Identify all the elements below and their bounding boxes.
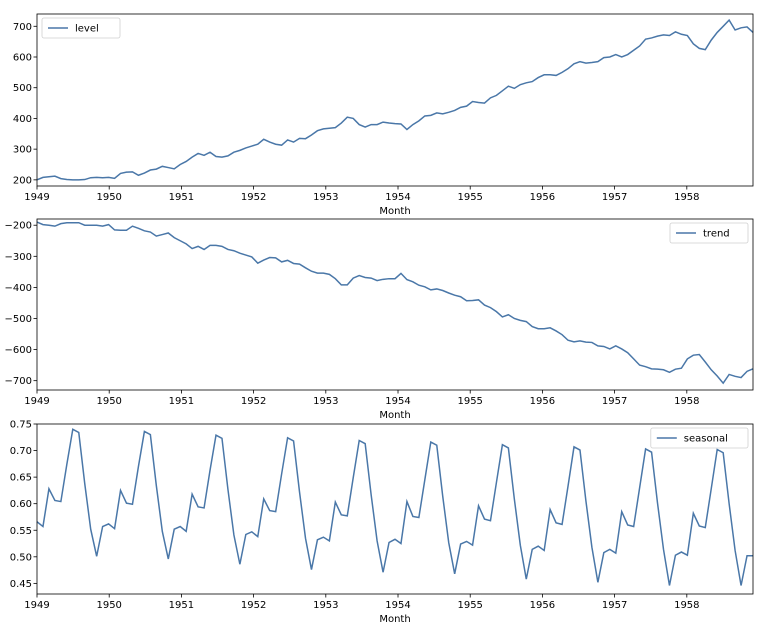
y-tick-label: 0.60 — [10, 499, 32, 510]
y-tick-label: −600 — [5, 345, 32, 356]
x-tick-label: 1955 — [457, 396, 482, 407]
legend: level — [41, 17, 121, 39]
plot-frame — [36, 423, 754, 595]
x-tick-label: 1953 — [313, 192, 338, 203]
legend-label: seasonal — [684, 434, 728, 445]
y-tick-label: 500 — [13, 83, 32, 94]
legend-box — [650, 427, 749, 449]
x-tick-label: 1955 — [457, 600, 482, 611]
x-axis-label: Month — [379, 614, 410, 625]
x-tick-label: 1949 — [24, 396, 49, 407]
x-tick-label: 1950 — [96, 396, 121, 407]
legend: seasonal — [650, 427, 749, 449]
y-tick-label: −500 — [5, 314, 32, 325]
seasonal-panel: 1949 1950 1951 1952 1953 1954 1955 1956 1957 1958… — [10, 420, 754, 625]
series-line-level — [36, 18, 754, 181]
legend-box — [41, 17, 121, 39]
y-tick-label: 300 — [13, 145, 32, 156]
x-tick-label: 1957 — [602, 396, 627, 407]
x-tick-label: 1953 — [313, 396, 338, 407]
y-tick-label: 0.75 — [10, 420, 32, 431]
y-tick-label: 0.70 — [10, 446, 32, 457]
series-line-seasonal — [36, 428, 753, 586]
legend-label: trend — [703, 229, 730, 240]
y-tick-label: 700 — [13, 22, 32, 33]
x-tick-label: 1957 — [602, 600, 627, 611]
x-tick-label: 1957 — [602, 192, 627, 203]
x-tick-label: 1956 — [530, 600, 555, 611]
y-tick-label: 0.45 — [10, 579, 32, 590]
y-tick-label: 400 — [13, 114, 32, 125]
x-tick-label: 1952 — [241, 600, 266, 611]
x-tick-label: 1958 — [674, 396, 699, 407]
x-tick-label: 1954 — [385, 192, 410, 203]
x-tick-label: 1954 — [385, 396, 410, 407]
y-tick-label: 600 — [13, 53, 32, 64]
y-tick-label: 200 — [13, 175, 32, 186]
trend-panel: 1949 1950 1951 1952 1953 1954 1955 1956 1957 1958… — [5, 218, 754, 421]
x-tick-label: 1950 — [96, 192, 121, 203]
x-axis-label: Month — [379, 410, 410, 421]
x-tick-label: 1949 — [24, 192, 49, 203]
y-tick-label: 0.55 — [10, 526, 32, 537]
series-line-trend — [36, 221, 754, 385]
x-tick-label: 1958 — [674, 600, 699, 611]
x-tick-label: 1955 — [457, 192, 482, 203]
legend: trend — [669, 222, 749, 244]
y-tick-label: −200 — [5, 221, 32, 232]
x-tick-label: 1953 — [313, 600, 338, 611]
x-tick-label: 1956 — [530, 396, 555, 407]
x-tick-label: 1951 — [169, 192, 194, 203]
plot-frame — [36, 218, 754, 391]
x-tick-label: 1950 — [96, 600, 121, 611]
y-tick-label: −700 — [5, 376, 32, 387]
y-tick-label: 0.65 — [10, 473, 32, 484]
x-tick-label: 1958 — [674, 192, 699, 203]
x-tick-label: 1952 — [241, 192, 266, 203]
y-tick-label: −400 — [5, 283, 32, 294]
x-axis-label: Month — [379, 206, 410, 217]
legend-label: level — [75, 24, 99, 35]
x-tick-label: 1956 — [530, 192, 555, 203]
level-panel: 1949 1950 1951 1952 1953 1954 1955 1956 1957 1958… — [13, 13, 754, 217]
x-tick-label: 1951 — [169, 396, 194, 407]
y-tick-label: −300 — [5, 252, 32, 263]
legend-box — [669, 222, 749, 244]
plot-frame — [36, 13, 754, 187]
x-tick-label: 1949 — [24, 600, 49, 611]
x-tick-label: 1954 — [385, 600, 410, 611]
x-tick-label: 1951 — [169, 600, 194, 611]
y-tick-label: 0.50 — [10, 552, 32, 563]
x-tick-label: 1952 — [241, 396, 266, 407]
